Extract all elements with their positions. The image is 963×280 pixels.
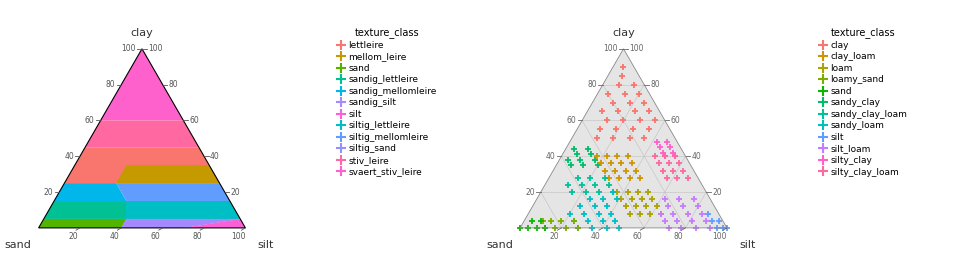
Text: 60: 60 xyxy=(566,116,576,125)
Text: 40: 40 xyxy=(546,152,556,161)
Text: sand: sand xyxy=(486,240,513,250)
Legend: clay, clay_loam, loam, loamy_sand, sand, sandy_clay, sandy_clay_loam, sandy_loam: clay, clay_loam, loam, loamy_sand, sand,… xyxy=(820,27,907,176)
Text: 40: 40 xyxy=(110,232,119,241)
Polygon shape xyxy=(117,165,220,183)
Text: 60: 60 xyxy=(190,116,199,125)
Text: 60: 60 xyxy=(671,116,681,125)
Text: sand: sand xyxy=(5,240,32,250)
Text: 80: 80 xyxy=(650,80,660,89)
Polygon shape xyxy=(85,120,199,147)
Text: 100: 100 xyxy=(148,44,163,53)
Text: clay: clay xyxy=(612,29,635,38)
Polygon shape xyxy=(43,201,126,219)
Polygon shape xyxy=(121,219,240,228)
Text: 60: 60 xyxy=(85,116,94,125)
Polygon shape xyxy=(100,49,183,120)
Text: 60: 60 xyxy=(150,232,161,241)
Text: 80: 80 xyxy=(674,232,684,241)
Text: 80: 80 xyxy=(169,80,178,89)
Text: 80: 80 xyxy=(193,232,202,241)
Polygon shape xyxy=(65,147,220,183)
Polygon shape xyxy=(121,219,240,228)
Text: clay: clay xyxy=(131,29,153,38)
Polygon shape xyxy=(126,201,240,219)
Text: 20: 20 xyxy=(550,232,560,241)
Text: 100: 100 xyxy=(231,232,246,241)
Text: 60: 60 xyxy=(632,232,642,241)
Text: silt: silt xyxy=(740,240,756,250)
Text: 40: 40 xyxy=(65,152,74,161)
Text: 20: 20 xyxy=(712,188,721,197)
Polygon shape xyxy=(183,219,246,228)
Text: 40: 40 xyxy=(210,152,220,161)
Text: 20: 20 xyxy=(68,232,78,241)
Text: silt: silt xyxy=(258,240,274,250)
Polygon shape xyxy=(117,183,230,201)
Polygon shape xyxy=(39,219,126,228)
Text: 20: 20 xyxy=(230,188,240,197)
Text: 20: 20 xyxy=(525,188,534,197)
Text: 40: 40 xyxy=(691,152,701,161)
Text: 100: 100 xyxy=(630,44,644,53)
Text: 80: 80 xyxy=(106,80,116,89)
Text: 20: 20 xyxy=(43,188,53,197)
Polygon shape xyxy=(54,183,126,201)
Text: 80: 80 xyxy=(587,80,597,89)
Legend: lettleire, mellom_leire, sand, sandig_lettleire, sandig_mellomleire, sandig_silt: lettleire, mellom_leire, sand, sandig_le… xyxy=(338,27,437,176)
Polygon shape xyxy=(520,49,727,228)
Text: 100: 100 xyxy=(713,232,727,241)
Text: 100: 100 xyxy=(603,44,617,53)
Text: 100: 100 xyxy=(121,44,136,53)
Text: 40: 40 xyxy=(591,232,601,241)
